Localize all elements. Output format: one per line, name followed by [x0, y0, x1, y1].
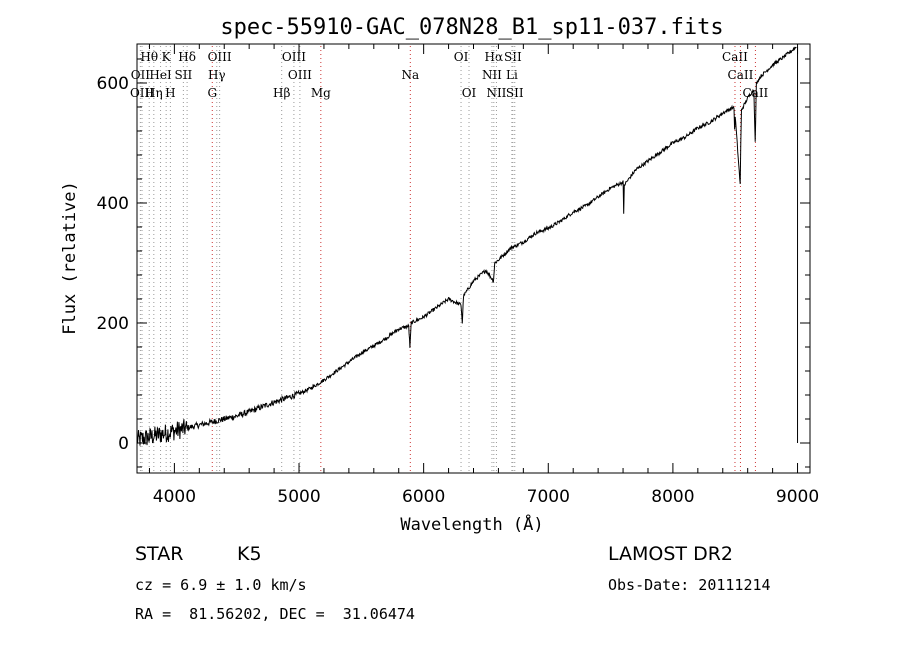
spectral-line-label: OIII	[282, 50, 306, 64]
spectral-line-label: SII	[506, 86, 524, 100]
spectral-line-label: Hδ	[178, 50, 196, 64]
spectral-line-label: CaII	[742, 86, 768, 100]
coordinates: RA = 81.56202, DEC = 31.06474	[135, 605, 415, 623]
spectral-line-label: OIII	[130, 86, 154, 100]
x-tick-label: 6000	[402, 487, 445, 507]
y-axis-label: Flux (relative)	[60, 181, 80, 335]
spectral-line-label: OI	[462, 86, 477, 100]
y-tick-label: 600	[97, 74, 129, 94]
spectral-line-label: Hη	[145, 86, 163, 100]
spectral-line-label: NII	[486, 86, 506, 100]
x-tick-label: 4000	[153, 487, 196, 507]
spectral-line-label: CaII	[728, 68, 754, 82]
ticks-layer: 4000 5000 6000 7000 8000 9000 0 200 400 600	[97, 44, 819, 507]
spectral-line-label: Hα	[485, 50, 504, 64]
spectral-line-label: OII	[131, 68, 151, 82]
spectral-line-label: OIII	[288, 68, 312, 82]
spectral-line-label: Hγ	[208, 68, 226, 82]
spectral-line-label: HeI	[149, 68, 172, 82]
plot-frame	[136, 43, 811, 474]
spectral-line-label: H	[165, 86, 175, 100]
series-layer	[136, 46, 799, 446]
obs-date: Obs-Date: 20111214	[608, 576, 771, 594]
spectral-line-label: SII	[175, 68, 193, 82]
y-tick-label: 200	[97, 314, 129, 334]
spectral-line-label: G	[207, 86, 217, 100]
y-tick-label: 400	[97, 194, 129, 214]
x-tick-label: 9000	[776, 487, 819, 507]
spectral-line-label: OI	[454, 50, 469, 64]
spectral-line-label: Hθ	[140, 50, 158, 64]
object-class: STAR	[135, 543, 184, 565]
y-tick-label: 0	[118, 434, 129, 454]
survey-name: LAMOST DR2	[608, 543, 733, 565]
spectral-line-label: Mg	[311, 86, 331, 100]
x-axis-label: Wavelength (Å)	[400, 513, 543, 535]
spectral-line-label: Na	[401, 68, 419, 82]
spectral-line-label: CaII	[722, 50, 748, 64]
object-subclass: K5	[237, 543, 262, 565]
x-tick-label: 8000	[651, 487, 694, 507]
redshift-cz: cz = 6.9 ± 1.0 km/s	[135, 576, 307, 594]
x-tick-label: 7000	[527, 487, 570, 507]
spectral-line-label: NII	[482, 68, 502, 82]
spectrum-series-line	[136, 46, 797, 446]
spectral-line-label: Li	[506, 68, 518, 82]
spectral-line-label: Hβ	[273, 86, 290, 100]
x-tick-label: 5000	[277, 487, 320, 507]
spectral-line-label: OIII	[208, 50, 232, 64]
spectral-line-label: K	[162, 50, 172, 64]
spectral-line-label: SII	[504, 50, 522, 64]
chart-title: spec-55910-GAC_078N28_B1_sp11-037.fits	[220, 15, 723, 40]
